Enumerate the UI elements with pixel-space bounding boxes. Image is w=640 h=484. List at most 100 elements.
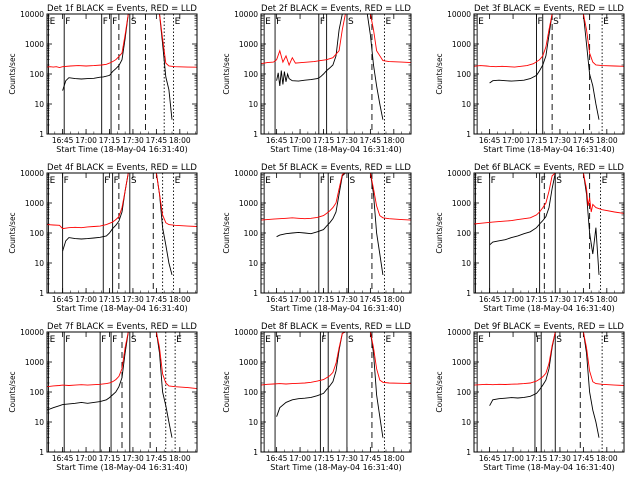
event-marker-label: E (50, 176, 56, 186)
event-marker-label: E (385, 335, 391, 345)
x-tick-label: 17:30 (336, 295, 358, 304)
x-tick-label: 18:00 (596, 454, 618, 463)
x-tick-label: 17:45 (146, 295, 168, 304)
events-series-line (489, 173, 600, 275)
x-tick-label: 17:45 (360, 295, 382, 304)
y-tick-label: 100 (457, 388, 472, 397)
y-axis-label: Counts/sec (435, 53, 444, 94)
event-marker-label: S (348, 17, 354, 27)
chart-title: Det 1f BLACK = Events, RED = LLD (47, 4, 197, 14)
y-tick-label: 100 (457, 70, 472, 79)
x-tick-label: 17:15 (526, 454, 548, 463)
x-tick-label: 17:00 (289, 136, 311, 145)
y-axis-label: Counts/sec (8, 371, 17, 412)
x-tick-label: 18:00 (169, 454, 191, 463)
event-marker-label: E (478, 335, 484, 345)
x-tick-label: 18:00 (169, 136, 191, 145)
y-axis-label: Counts/sec (435, 371, 444, 412)
chart-panel-2: Det 2f BLACK = Events, RED = LLD 1 10 100 10… (222, 4, 412, 154)
event-marker-label: F (101, 335, 106, 345)
y-tick-label: 1000 (452, 40, 471, 49)
chart-panel-1: Det 1f BLACK = Events, RED = LLD 1 10 100 10… (8, 4, 198, 154)
y-tick-label: 1 (466, 130, 471, 139)
y-tick-label: 1000 (239, 358, 258, 367)
y-axis-label: Counts/sec (222, 53, 231, 94)
event-marker-label: S (350, 176, 356, 186)
y-tick-label: 100 (244, 229, 259, 238)
event-marker-label: S (553, 17, 559, 27)
event-marker-label: E (265, 335, 271, 345)
y-tick-label: 10 (248, 100, 258, 109)
event-marker-label: E (175, 176, 181, 186)
lld-series-line (474, 173, 624, 225)
event-marker-label: S (131, 17, 137, 27)
x-tick-label: 17:15 (313, 454, 335, 463)
y-tick-label: 10 (461, 100, 471, 109)
events-series-line (276, 332, 384, 438)
lld-series-line (47, 332, 197, 390)
y-tick-label: 10 (461, 418, 471, 427)
y-tick-label: 100 (457, 229, 472, 238)
x-tick-label: 18:00 (383, 136, 405, 145)
chart-panel-3: Det 3f BLACK = Events, RED = LLD 1 10 100 10… (435, 4, 625, 154)
event-marker-label: E (50, 335, 56, 345)
x-tick-label: 17:15 (526, 136, 548, 145)
chart-title: Det 7f BLACK = Events, RED = LLD (47, 322, 197, 332)
x-tick-label: 16:45 (479, 295, 501, 304)
x-axis-label: Start Time (18-May-04 16:31:40) (483, 145, 614, 154)
x-tick-label: 17:30 (549, 454, 571, 463)
events-series-line (489, 14, 600, 120)
y-tick-label: 1 (253, 448, 258, 457)
chart-panel-6: Det 6f BLACK = Events, RED = LLD 1 10 100 10… (435, 163, 625, 313)
event-marker-label: E (50, 17, 56, 27)
x-tick-label: 17:30 (122, 454, 144, 463)
y-tick-label: 10 (34, 259, 44, 268)
y-tick-label: 10000 (447, 10, 471, 19)
y-tick-label: 10 (461, 259, 471, 268)
event-marker-label: F (65, 335, 70, 345)
x-axis-label: Start Time (18-May-04 16:31:40) (56, 145, 187, 154)
events-series-line (276, 173, 384, 275)
event-marker-label: S (131, 176, 137, 186)
event-marker-label: F (321, 335, 326, 345)
x-tick-label: 17:45 (573, 136, 595, 145)
y-tick-label: 10 (248, 418, 258, 427)
x-tick-label: 17:15 (313, 295, 335, 304)
x-tick-label: 16:45 (266, 295, 288, 304)
x-tick-label: 16:45 (52, 136, 74, 145)
x-tick-label: 17:30 (122, 295, 144, 304)
lld-series-line (47, 173, 197, 230)
x-tick-label: 17:15 (526, 295, 548, 304)
lld-series-line (474, 14, 624, 68)
event-marker-label: E (176, 335, 182, 345)
y-tick-label: 10 (248, 259, 258, 268)
chart-panel-4: Det 4f BLACK = Events, RED = LLD 1 10 100 10… (8, 163, 198, 313)
plot-frame (260, 13, 412, 135)
x-tick-label: 17:45 (360, 136, 382, 145)
chart-title: Det 2f BLACK = Events, RED = LLD (261, 4, 411, 14)
events-series-line (47, 332, 173, 438)
x-tick-label: 17:30 (122, 136, 144, 145)
chart-panel-9: Det 9f BLACK = Events, RED = LLD 1 10 100 10… (435, 322, 625, 472)
y-tick-label: 100 (30, 70, 45, 79)
plot-frame (46, 13, 198, 135)
y-tick-label: 100 (30, 388, 45, 397)
event-marker-label: E (265, 17, 271, 27)
y-tick-label: 10000 (447, 169, 471, 178)
y-tick-label: 10000 (20, 10, 44, 19)
event-marker-label: E (265, 176, 271, 186)
y-tick-label: 10000 (234, 10, 258, 19)
chart-title: Det 6f BLACK = Events, RED = LLD (474, 163, 624, 173)
lld-series-line (261, 14, 411, 67)
event-marker-label: S (348, 335, 354, 345)
event-marker-label: E (602, 176, 608, 186)
event-marker-label: S (556, 335, 562, 345)
x-axis-label: Start Time (18-May-04 16:31:40) (270, 145, 401, 154)
event-marker-label: E (603, 17, 609, 27)
event-marker-label: F (112, 335, 117, 345)
y-tick-label: 10000 (234, 328, 258, 337)
event-marker-label: S (556, 176, 562, 186)
y-tick-label: 100 (30, 229, 45, 238)
x-tick-label: 16:45 (479, 136, 501, 145)
x-axis-label: Start Time (18-May-04 16:31:40) (56, 463, 187, 472)
